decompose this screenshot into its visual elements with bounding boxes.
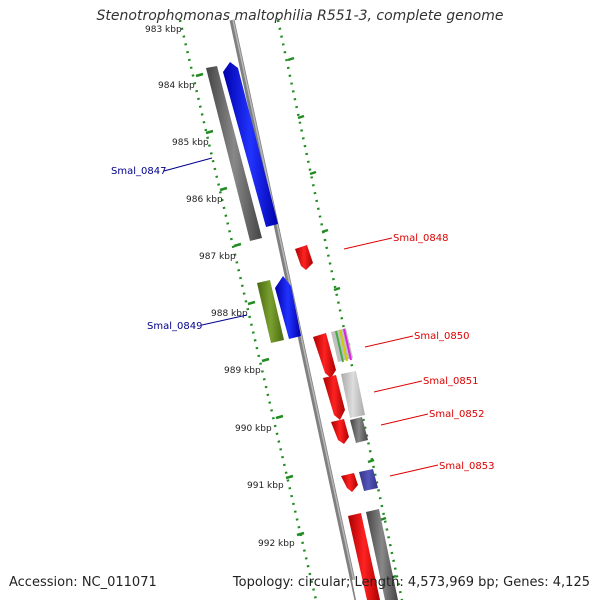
label-leader: [343, 237, 393, 250]
inner-ruler-ring: [178, 19, 318, 600]
feature-white-lower: [352, 579, 362, 600]
gene-smal-0848-arrow[interactable]: [295, 245, 313, 270]
gene-label-smal-0852[interactable]: Smal_0852: [429, 409, 484, 420]
label-leader: [373, 380, 423, 393]
tick-label: 983 kbp: [145, 25, 182, 35]
feature-olive-block: [257, 280, 284, 343]
gene-smal-0847-arrow[interactable]: [223, 62, 278, 227]
tick-label: 984 kbp: [158, 81, 195, 91]
feature-grey-small: [350, 417, 368, 443]
gene-smal-0851-arrow[interactable]: [323, 375, 345, 420]
accession-text: Accession: NC_011071: [9, 575, 157, 590]
gene-smal-0852-arrow[interactable]: [331, 419, 349, 444]
gene-smal-0853-arrow[interactable]: [341, 473, 358, 492]
gene-label-smal-0848[interactable]: Smal_0848: [393, 233, 448, 244]
gene-smal-0850-arrow[interactable]: [313, 333, 336, 378]
gene-label-smal-0847[interactable]: Smal_0847: [111, 166, 166, 177]
feature-grey-block: [206, 66, 262, 241]
label-leader: [389, 464, 439, 477]
tick-label: 988 kbp: [211, 309, 248, 319]
gene-red-lower[interactable]: [348, 513, 380, 600]
feature-stripe: [343, 328, 352, 361]
gene-label-smal-0849[interactable]: Smal_0849: [147, 321, 202, 332]
outer-ruler-ring: [276, 19, 404, 600]
label-leader: [163, 157, 213, 172]
tick-label: 992 kbp: [258, 539, 295, 549]
tick-label: 986 kbp: [186, 195, 223, 205]
tick-label: 987 kbp: [199, 252, 236, 262]
gene-label-smal-0853[interactable]: Smal_0853: [439, 461, 494, 472]
feature-light-grey: [341, 371, 365, 418]
tick-label: 990 kbp: [235, 424, 272, 434]
label-leader: [380, 413, 429, 426]
tick-label: 985 kbp: [172, 138, 209, 148]
genome-title: Stenotrophomonas maltophilia R551-3, com…: [96, 8, 504, 24]
gene-label-smal-0851[interactable]: Smal_0851: [423, 376, 478, 387]
tick-label: 991 kbp: [247, 481, 284, 491]
gene-label-smal-0850[interactable]: Smal_0850: [414, 331, 469, 342]
label-leader: [364, 335, 414, 348]
feature-stripe: [335, 330, 344, 363]
feature-grey-lower: [366, 509, 398, 600]
label-leader: [201, 314, 248, 326]
inner-tick-marks: [195, 72, 305, 537]
tick-label: 989 kbp: [224, 366, 261, 376]
genome-info-text: Topology: circular; Length: 4,573,969 bp…: [232, 575, 590, 590]
feature-stripe: [339, 329, 348, 362]
feature-purple-block: [359, 469, 378, 491]
gene-smal-0849-arrow[interactable]: [275, 276, 301, 339]
